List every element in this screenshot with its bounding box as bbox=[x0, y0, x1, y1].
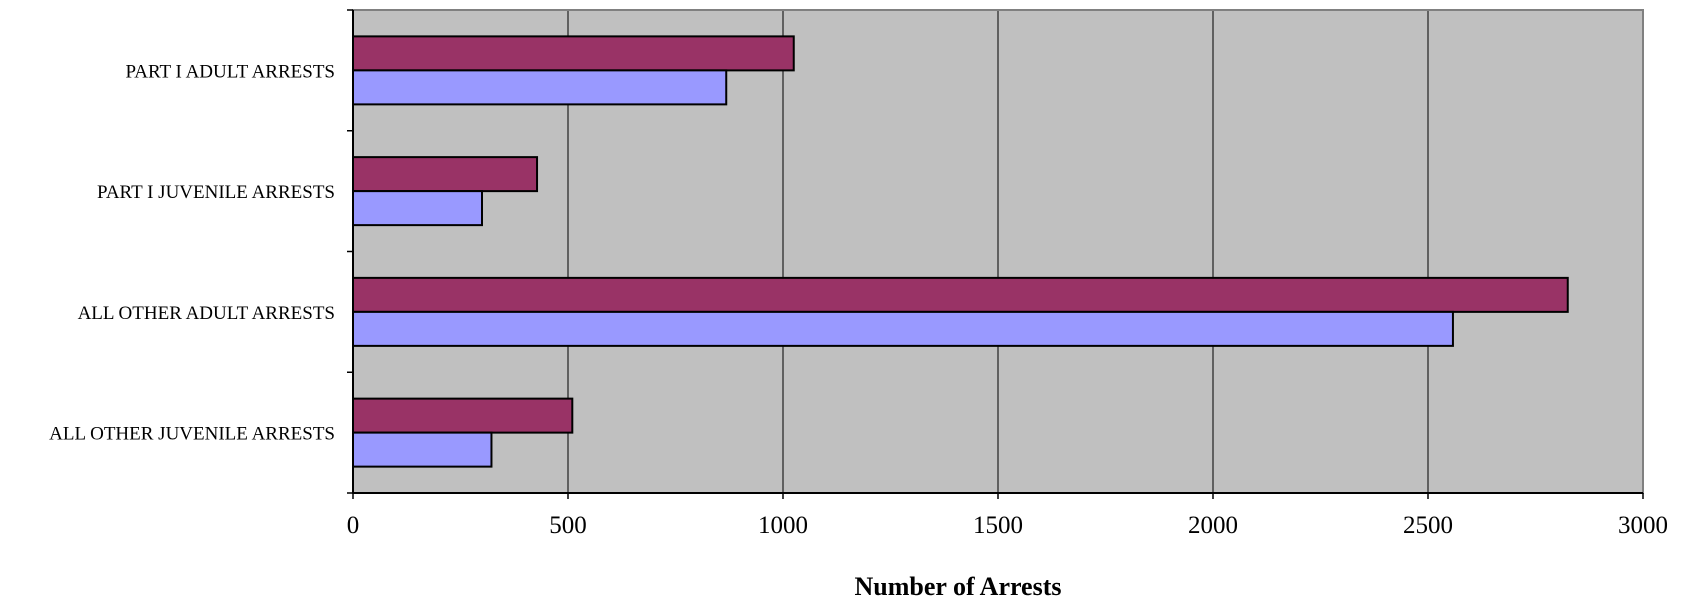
category-label: ALL OTHER JUVENILE ARRESTS bbox=[49, 424, 335, 445]
x-tick-label: 2500 bbox=[1403, 512, 1453, 539]
bar-series1-2 bbox=[352, 156, 539, 193]
x-tick-label: 500 bbox=[549, 512, 587, 539]
category-label: PART I ADULT ARRESTS bbox=[125, 61, 335, 82]
bar-series2-4 bbox=[352, 431, 493, 468]
axes bbox=[347, 9, 1644, 499]
x-tick-label: 2000 bbox=[1188, 512, 1238, 539]
bar-series2-1 bbox=[352, 69, 728, 106]
category-label: ALL OTHER ADULT ARRESTS bbox=[78, 303, 335, 324]
bar-series1-3 bbox=[352, 276, 1569, 313]
x-axis-title: Number of Arrests bbox=[854, 572, 1061, 601]
x-tick-label: 3000 bbox=[1618, 512, 1668, 539]
category-label: PART I JUVENILE ARRESTS bbox=[97, 182, 335, 203]
bars bbox=[352, 35, 1569, 468]
bar-series2-3 bbox=[352, 310, 1454, 347]
bar-series2-2 bbox=[352, 190, 483, 227]
category-labels: PART I ADULT ARRESTS PART I JUVENILE ARRE… bbox=[49, 61, 335, 444]
bar-series1-4 bbox=[352, 397, 574, 434]
bar-series1-1 bbox=[352, 35, 795, 72]
x-tick-label: 1000 bbox=[758, 512, 808, 539]
x-tick-label: 0 bbox=[347, 512, 360, 539]
x-tick-labels: 0 500 1000 1500 2000 2500 3000 bbox=[347, 512, 1668, 539]
x-tick-label: 1500 bbox=[973, 512, 1023, 539]
